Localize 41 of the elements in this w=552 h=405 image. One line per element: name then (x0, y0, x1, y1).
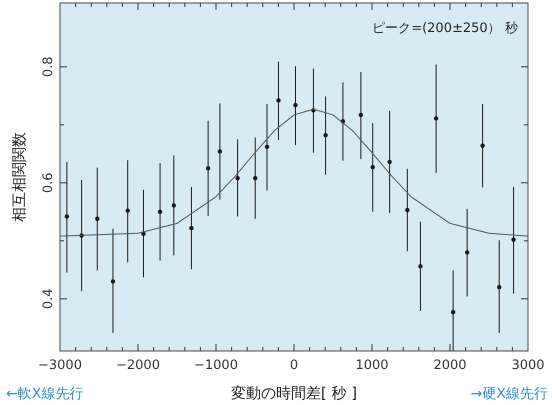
point (323, 133, 328, 138)
point (434, 116, 438, 121)
point (158, 210, 162, 214)
point (126, 208, 130, 213)
point (480, 143, 485, 148)
y-tick-label: 0.4 (41, 288, 56, 310)
point (235, 176, 240, 180)
x-axis-title: 変動の時間差[ 秒 ] (230, 384, 358, 402)
point (110, 279, 116, 284)
point (358, 112, 364, 118)
point (370, 164, 375, 170)
y-tick-label: 0.8 (41, 56, 56, 78)
text: →硬X線先行 (470, 386, 548, 402)
point (264, 144, 270, 150)
point (511, 237, 516, 242)
x-tick-label: −3000 (38, 358, 82, 373)
text: ←軟X線先行 (6, 386, 84, 402)
point (293, 102, 298, 108)
point (218, 149, 222, 154)
annotation: ピーク=(200±250） 秒 (372, 21, 518, 36)
y-axis-title: 相互相関関数 (10, 132, 28, 222)
x-tick-label: 0 (290, 358, 298, 373)
x-tick-label: 1000 (355, 358, 389, 373)
point (206, 166, 210, 170)
point (95, 216, 100, 221)
point (497, 285, 502, 290)
x-tick-label: −2000 (116, 358, 160, 373)
point (253, 176, 258, 180)
point (405, 208, 410, 212)
x-tick-label: 2000 (433, 358, 467, 373)
point (172, 203, 176, 208)
x-tick-label: 3000 (511, 358, 545, 373)
point (276, 98, 281, 103)
y-tick-label: 0.6 (41, 172, 56, 194)
point (450, 310, 456, 314)
x-tick-label: −1000 (194, 358, 238, 373)
point (418, 264, 423, 269)
point (64, 214, 70, 219)
point (464, 250, 470, 255)
point (189, 226, 194, 230)
point (387, 160, 392, 164)
